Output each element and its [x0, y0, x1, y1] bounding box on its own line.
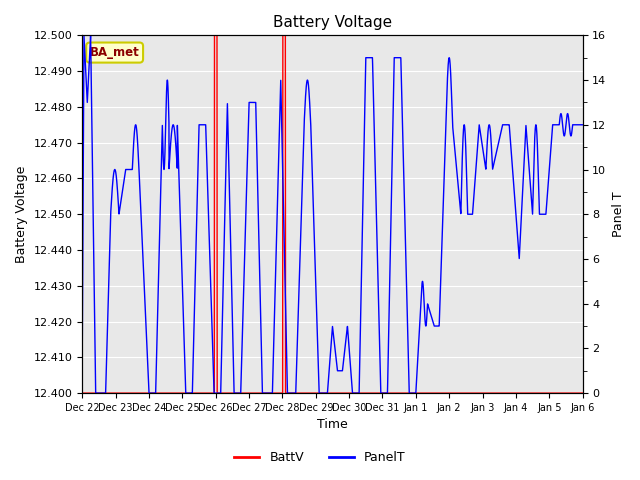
X-axis label: Time: Time: [317, 419, 348, 432]
Text: BA_met: BA_met: [90, 46, 140, 59]
Title: Battery Voltage: Battery Voltage: [273, 15, 392, 30]
Legend: BattV, PanelT: BattV, PanelT: [229, 446, 411, 469]
Y-axis label: Battery Voltage: Battery Voltage: [15, 166, 28, 263]
Y-axis label: Panel T: Panel T: [612, 192, 625, 237]
